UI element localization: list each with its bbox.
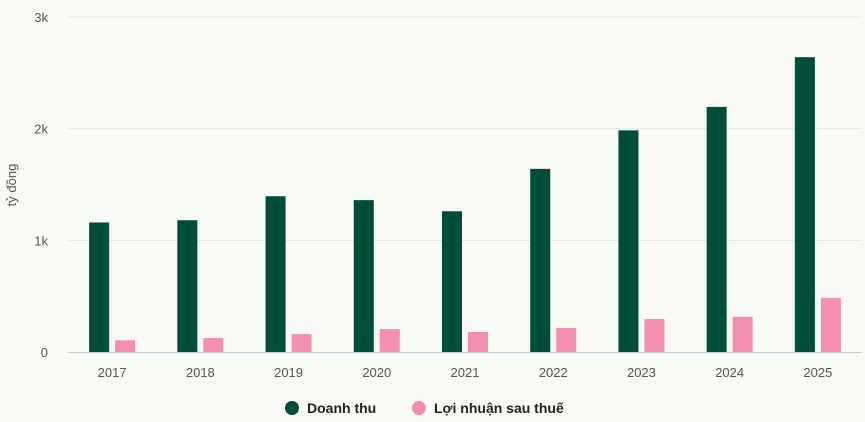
legend-label: Doanh thu <box>307 400 376 416</box>
grid-lines <box>68 16 862 241</box>
x-tick-label: 2019 <box>274 365 303 380</box>
legend-item-doanh-thu[interactable]: Doanh thu <box>285 400 376 416</box>
legend-marker <box>412 401 426 415</box>
bar-doanh-thu-2024[interactable] <box>706 106 727 353</box>
x-tick-label: 2022 <box>539 365 568 380</box>
x-tick-label: 2024 <box>715 365 744 380</box>
bar-doanh-thu-2018[interactable] <box>177 220 198 352</box>
bar-loi-nhuan-2023[interactable] <box>644 319 665 352</box>
bar-loi-nhuan-2025[interactable] <box>820 297 841 352</box>
y-tick-label: 0 <box>41 345 48 360</box>
bar-loi-nhuan-2021[interactable] <box>468 331 488 352</box>
bar-loi-nhuan-2019[interactable] <box>291 334 312 352</box>
bar-doanh-thu-2017[interactable] <box>89 222 110 352</box>
bar-doanh-thu-2020[interactable] <box>353 200 374 352</box>
y-axis-tick-labels: 0 1k 2k 3k <box>34 10 48 360</box>
legend-marker <box>285 401 299 415</box>
x-tick-label: 2023 <box>627 365 656 380</box>
y-tick-label: 3k <box>34 10 48 25</box>
bar-loi-nhuan-2020[interactable] <box>379 329 400 352</box>
bar-loi-nhuan-2022[interactable] <box>556 327 577 352</box>
legend-item-loi-nhuan[interactable]: Lợi nhuận sau thuế <box>412 400 564 416</box>
bar-doanh-thu-2022[interactable] <box>530 168 551 352</box>
x-axis-tick-labels: 2017 2018 2019 2020 2021 2022 2023 2024 2025 <box>98 365 833 380</box>
x-tick-label: 2025 <box>803 365 832 380</box>
y-axis-title: tỷ đồng <box>4 164 19 207</box>
x-tick-label: 2017 <box>98 365 127 380</box>
x-tick-label: 2021 <box>451 365 480 380</box>
bar-doanh-thu-2021[interactable] <box>442 211 462 352</box>
bar-loi-nhuan-2017[interactable] <box>115 340 136 352</box>
bar-doanh-thu-2023[interactable] <box>618 130 639 352</box>
legend: Doanh thu Lợi nhuận sau thuế <box>285 400 564 416</box>
bar-doanh-thu-2025[interactable] <box>794 57 815 352</box>
bar-doanh-thu-2019[interactable] <box>265 196 286 352</box>
bars <box>89 57 841 353</box>
y-tick-label: 1k <box>34 233 48 248</box>
legend-label: Lợi nhuận sau thuế <box>434 400 564 416</box>
x-tick-label: 2018 <box>186 365 215 380</box>
x-tick-label: 2020 <box>362 365 391 380</box>
y-tick-label: 2k <box>34 122 48 137</box>
bar-loi-nhuan-2018[interactable] <box>203 338 224 352</box>
bar-loi-nhuan-2024[interactable] <box>732 316 753 352</box>
